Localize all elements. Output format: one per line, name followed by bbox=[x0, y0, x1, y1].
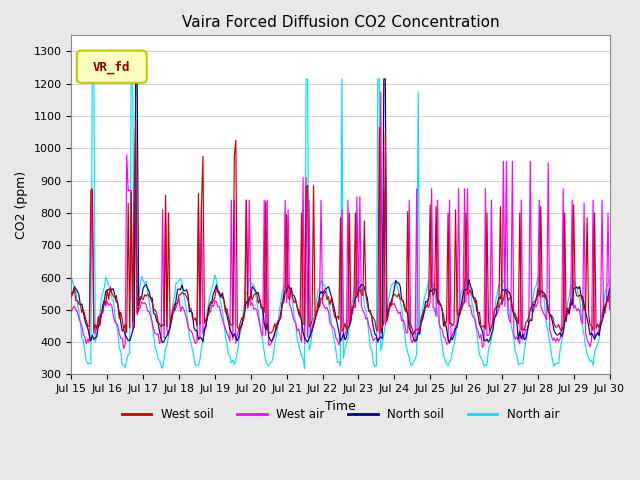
Text: VR_fd: VR_fd bbox=[93, 60, 131, 73]
FancyBboxPatch shape bbox=[77, 50, 147, 83]
X-axis label: Time: Time bbox=[325, 400, 356, 413]
Legend: West soil, West air, North soil, North air: West soil, West air, North soil, North a… bbox=[117, 404, 564, 426]
Y-axis label: CO2 (ppm): CO2 (ppm) bbox=[15, 171, 28, 239]
Title: Vaira Forced Diffusion CO2 Concentration: Vaira Forced Diffusion CO2 Concentration bbox=[182, 15, 499, 30]
